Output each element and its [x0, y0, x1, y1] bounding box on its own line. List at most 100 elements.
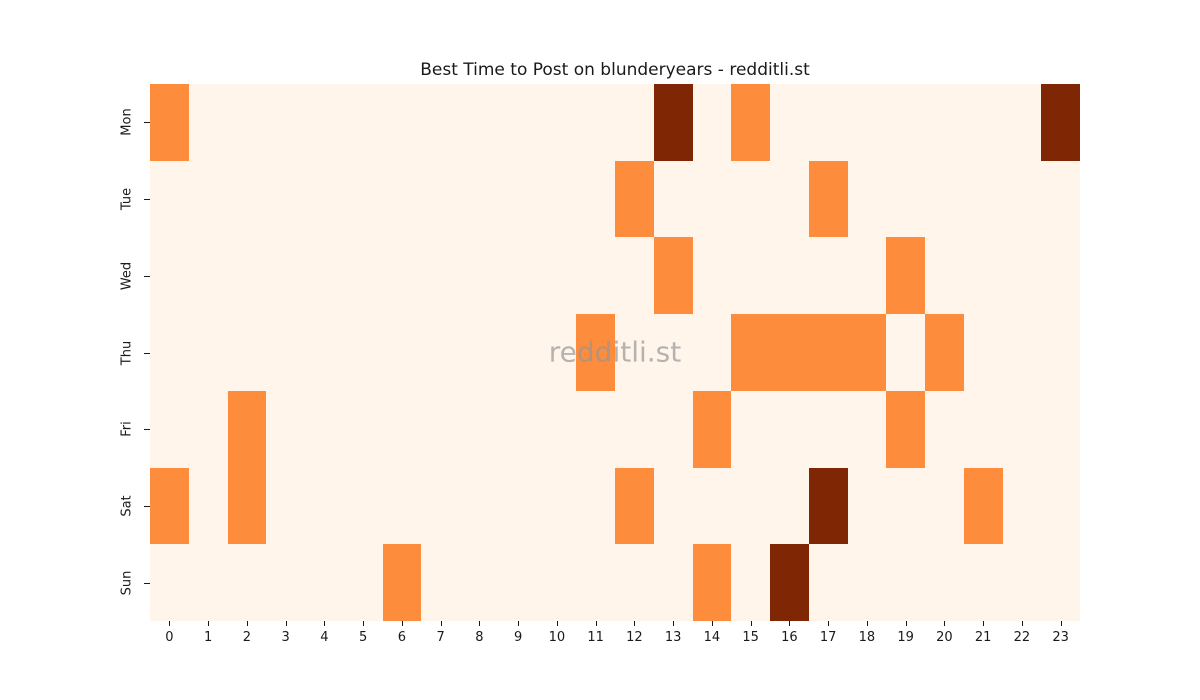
x-tick-label-3: 3 — [281, 630, 290, 645]
heatmap-cell-wed-14 — [692, 237, 732, 315]
heatmap-cell-sat-6 — [382, 467, 422, 545]
heatmap-cell-tue-7 — [421, 160, 460, 238]
x-tick-label-6: 6 — [397, 630, 407, 645]
heatmap-cell-wed-20 — [925, 237, 964, 315]
x-tick-mark-19 — [905, 621, 907, 626]
heatmap-cell-fri-2 — [227, 390, 267, 468]
heatmap-cell-fri-15 — [731, 390, 770, 468]
heatmap-cell-wed-2 — [227, 237, 267, 315]
y-tick-mark-wed — [144, 275, 150, 277]
x-tick-label-1: 1 — [203, 630, 213, 645]
heatmap-cell-sat-21 — [963, 467, 1003, 545]
heatmap-cell-tue-23 — [1041, 160, 1080, 238]
heatmap-cell-mon-14 — [692, 84, 732, 161]
heatmap-cell-sat-1 — [188, 467, 228, 545]
heatmap-plot — [150, 84, 1080, 621]
y-tick-label-wed: Wed — [119, 261, 135, 290]
x-tick-mark-22 — [1021, 621, 1023, 626]
heatmap-cell-sun-5 — [343, 544, 383, 621]
heatmap-cell-fri-8 — [460, 390, 499, 468]
heatmap-cell-wed-15 — [731, 237, 770, 315]
x-tick-mark-5 — [363, 621, 365, 626]
heatmap-cell-thu-6 — [382, 314, 422, 391]
heatmap-cell-mon-17 — [808, 84, 848, 161]
x-tick-mark-23 — [1060, 621, 1062, 626]
x-tick-label-14: 14 — [703, 630, 721, 645]
heatmap-cell-thu-21 — [963, 314, 1003, 391]
heatmap-cell-sat-14 — [692, 467, 732, 545]
heatmap-cell-sat-16 — [770, 467, 809, 545]
y-tick-label-sun: Sun — [119, 570, 135, 595]
heatmap-cell-tue-15 — [731, 160, 770, 238]
x-tick-label-20: 20 — [936, 630, 953, 645]
heatmap-cell-tue-22 — [1002, 160, 1042, 238]
heatmap-cell-tue-18 — [847, 160, 887, 238]
heatmap-cell-sun-13 — [653, 544, 693, 621]
heatmap-cell-thu-1 — [188, 314, 228, 391]
y-tick-mark-sun — [144, 582, 150, 584]
heatmap-cell-mon-15 — [731, 84, 770, 161]
heatmap-cell-mon-2 — [227, 84, 267, 161]
y-tick-mark-fri — [144, 429, 150, 431]
heatmap-cell-mon-8 — [460, 84, 499, 161]
x-tick-mark-7 — [440, 621, 442, 626]
heatmap-cell-wed-23 — [1041, 237, 1080, 315]
heatmap-cell-sun-2 — [227, 544, 267, 621]
heatmap-cell-sat-17 — [808, 467, 848, 545]
heatmap-cell-sun-4 — [305, 544, 344, 621]
heatmap-cell-thu-17 — [808, 314, 848, 391]
heatmap-cell-wed-3 — [266, 237, 305, 315]
heatmap-cell-thu-22 — [1002, 314, 1042, 391]
heatmap-cell-sun-21 — [963, 544, 1003, 621]
x-tick-label-18: 18 — [858, 630, 876, 645]
x-tick-mark-4 — [324, 621, 326, 626]
heatmap-cell-mon-5 — [343, 84, 383, 161]
heatmap-cell-mon-0 — [150, 84, 189, 161]
heatmap-cell-sat-7 — [421, 467, 460, 545]
heatmap-cell-thu-0 — [150, 314, 189, 391]
heatmap-cell-sat-5 — [343, 467, 383, 545]
heatmap-cell-tue-1 — [188, 160, 228, 238]
x-tick-label-21: 21 — [974, 630, 992, 645]
heatmap-cell-wed-19 — [886, 237, 925, 315]
heatmap-cell-thu-16 — [770, 314, 809, 391]
heatmap-cell-mon-9 — [498, 84, 538, 161]
heatmap-cell-fri-17 — [808, 390, 848, 468]
heatmap-cell-thu-9 — [498, 314, 538, 391]
heatmap-cell-mon-16 — [770, 84, 809, 161]
heatmap-cell-fri-5 — [343, 390, 383, 468]
x-tick-mark-17 — [828, 621, 830, 626]
x-tick-mark-0 — [169, 621, 171, 626]
heatmap-cell-mon-7 — [421, 84, 460, 161]
x-tick-mark-20 — [944, 621, 946, 626]
heatmap-cell-sun-18 — [847, 544, 887, 621]
heatmap-cell-sat-2 — [227, 467, 267, 545]
heatmap-cell-fri-6 — [382, 390, 422, 468]
heatmap-cell-sat-18 — [847, 467, 887, 545]
y-tick-label-sat: Sat — [119, 495, 135, 517]
heatmap-cell-sat-10 — [537, 467, 577, 545]
x-tick-mark-3 — [285, 621, 287, 626]
x-tick-mark-8 — [479, 621, 481, 626]
heatmap-cell-fri-19 — [886, 390, 925, 468]
heatmap-cell-mon-18 — [847, 84, 887, 161]
heatmap-cell-wed-8 — [460, 237, 499, 315]
heatmap-cell-mon-1 — [188, 84, 228, 161]
heatmap-cell-sun-12 — [615, 544, 654, 621]
heatmap-cell-mon-3 — [266, 84, 305, 161]
heatmap-cell-tue-14 — [692, 160, 732, 238]
x-tick-label-7: 7 — [436, 630, 445, 645]
heatmap-cell-thu-20 — [925, 314, 964, 391]
heatmap-cell-wed-17 — [808, 237, 848, 315]
heatmap-cell-fri-22 — [1002, 390, 1042, 468]
heatmap-cell-sat-4 — [305, 467, 344, 545]
heatmap-cell-sat-22 — [1002, 467, 1042, 545]
heatmap-cell-tue-0 — [150, 160, 189, 238]
y-tick-mark-tue — [144, 199, 150, 201]
heatmap-cell-sat-8 — [460, 467, 499, 545]
heatmap-cell-tue-5 — [343, 160, 383, 238]
heatmap-cell-wed-21 — [963, 237, 1003, 315]
x-tick-mark-1 — [208, 621, 210, 626]
heatmap-cell-tue-3 — [266, 160, 305, 238]
